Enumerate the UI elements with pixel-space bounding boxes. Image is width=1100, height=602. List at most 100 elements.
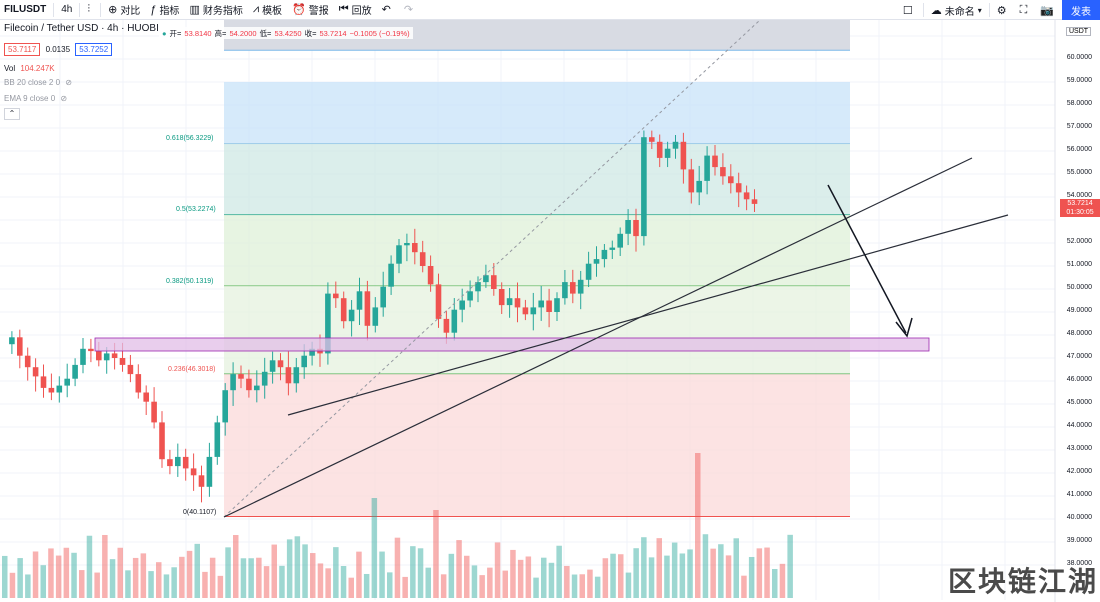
volume-bar [233, 535, 239, 598]
toolbar-divider [53, 2, 55, 17]
publish-button[interactable]: 发表 [1062, 0, 1100, 20]
candle-body [625, 220, 631, 234]
fibonacci-retracement[interactable] [224, 20, 850, 517]
volume-bar [109, 559, 116, 598]
price-tick-label: 41.0000 [1066, 491, 1092, 498]
candle-body [751, 199, 758, 204]
chart-canvas[interactable] [0, 20, 1100, 602]
price-tick-label: 58.0000 [1066, 100, 1092, 107]
undo-icon: ↶ [381, 4, 391, 16]
candle-body [214, 422, 221, 457]
hidden-eye-icon[interactable]: ⊘ [60, 94, 68, 103]
volume-legend[interactable]: Vol 104.247K [4, 64, 55, 73]
volume-bar [787, 534, 793, 598]
candle-body [348, 309, 355, 322]
alarm-clock-icon: ⏰ [292, 4, 306, 16]
redo-button[interactable]: ↷ [399, 0, 421, 20]
compare-label: 对比 [120, 6, 141, 17]
candle-body [380, 286, 386, 308]
volume-bar [25, 574, 31, 598]
candle-body [159, 422, 165, 460]
interval-button[interactable]: 4h [61, 4, 73, 15]
candle-body [285, 367, 292, 384]
candle-body [743, 192, 750, 200]
alert-button[interactable]: ⏰ 警报 [287, 0, 334, 20]
undo-button[interactable]: ↶ [377, 0, 399, 20]
volume-bar [772, 568, 778, 598]
volume-bar [148, 571, 154, 598]
layout-name-button[interactable]: ☁ 未命名 ▾ [926, 0, 987, 20]
candle-body [261, 371, 268, 386]
candle-body [704, 155, 710, 181]
chevron-up-icon: ⌃ [8, 109, 16, 118]
candle-body [356, 291, 363, 310]
volume-bar [256, 557, 262, 598]
candle-body [467, 291, 473, 301]
ohlc-dot-icon: ● [162, 28, 167, 38]
volume-bar [779, 563, 786, 598]
volume-bar [494, 542, 501, 598]
candle-body [254, 385, 260, 391]
chart-type-button[interactable]: ⫶ [82, 0, 98, 20]
volume-bar [286, 539, 293, 598]
candle-body [175, 456, 181, 467]
volume-bar [63, 547, 70, 598]
candle-body [656, 141, 663, 158]
fullscreen-button[interactable]: ⛶ [1015, 0, 1036, 20]
bar-chart-icon: ▥ [189, 4, 200, 16]
candle-body [17, 337, 23, 356]
toolbar-divider [988, 3, 990, 17]
bb-legend[interactable]: BB 20 close 2 0 ⊘ [4, 78, 72, 87]
price-axis[interactable] [1054, 20, 1100, 602]
volume-bar [487, 567, 493, 598]
ask-price-box[interactable]: 53.7252 [75, 43, 113, 56]
drawing-tools[interactable] [94, 20, 1009, 518]
price-tick-label: 48.0000 [1066, 330, 1092, 337]
hidden-eye-icon[interactable]: ⊘ [65, 78, 72, 87]
candle-body [419, 252, 426, 266]
compare-button[interactable]: ⊕ 对比 [103, 0, 145, 20]
templates-button[interactable]: ⩘ 模板 [248, 0, 287, 20]
volume-bar [317, 563, 324, 598]
ema-legend[interactable]: EMA 9 close 0 ⊘ [4, 94, 67, 103]
volume-bar [271, 544, 277, 598]
volume-bar [48, 548, 54, 598]
volume-bar [340, 565, 347, 598]
candle-body [664, 148, 671, 158]
volume-bar [217, 575, 224, 598]
bid-price-box[interactable]: 53.7117 [4, 43, 41, 56]
layout-square-button[interactable]: ☐ [898, 0, 921, 20]
currency-unit-label[interactable]: USDT [1066, 27, 1092, 36]
candle-body [111, 353, 118, 358]
replay-label: 回放 [351, 6, 372, 17]
templates-label: 模板 [262, 6, 283, 17]
candle-body [119, 358, 126, 365]
candle-body [64, 378, 70, 386]
open-label: 开= [169, 28, 182, 38]
fib-zone [224, 374, 850, 517]
candle-body [530, 307, 537, 315]
volume-bar [471, 565, 478, 598]
price-tick-label: 47.0000 [1066, 353, 1092, 360]
indicators-button[interactable]: ƒ 指标 [145, 0, 184, 20]
volume-bar [294, 536, 301, 598]
volume-bar [633, 548, 639, 598]
collapse-legend-button[interactable]: ⌃ [4, 108, 20, 120]
volume-bar [510, 549, 516, 598]
snapshot-button[interactable]: 📷 [1035, 0, 1062, 20]
symbol-search-button[interactable]: FILUSDT [4, 4, 47, 15]
volume-bar [756, 548, 763, 598]
candle-body [96, 351, 102, 361]
watermark-logo: 区块链江湖 [947, 565, 1098, 598]
candle-body [72, 364, 78, 379]
volume-bar [55, 555, 62, 598]
volume-bar [417, 548, 424, 598]
settings-button[interactable]: ⚙ [992, 0, 1015, 20]
indicators-label: 指标 [159, 6, 180, 17]
volume-bar [240, 558, 247, 598]
financials-button[interactable]: ▥ 财务指标 [184, 0, 247, 20]
price-tick-label: 52.0000 [1066, 238, 1092, 245]
replay-button[interactable]: ⏮ 回放 [334, 0, 377, 20]
top-toolbar: FILUSDT 4h ⫶ ⊕ 对比 ƒ 指标 ▥ 财务指标 ⩘ 模板 ⏰ 警报 ⏮ 回放 ↶… [0, 0, 1100, 20]
